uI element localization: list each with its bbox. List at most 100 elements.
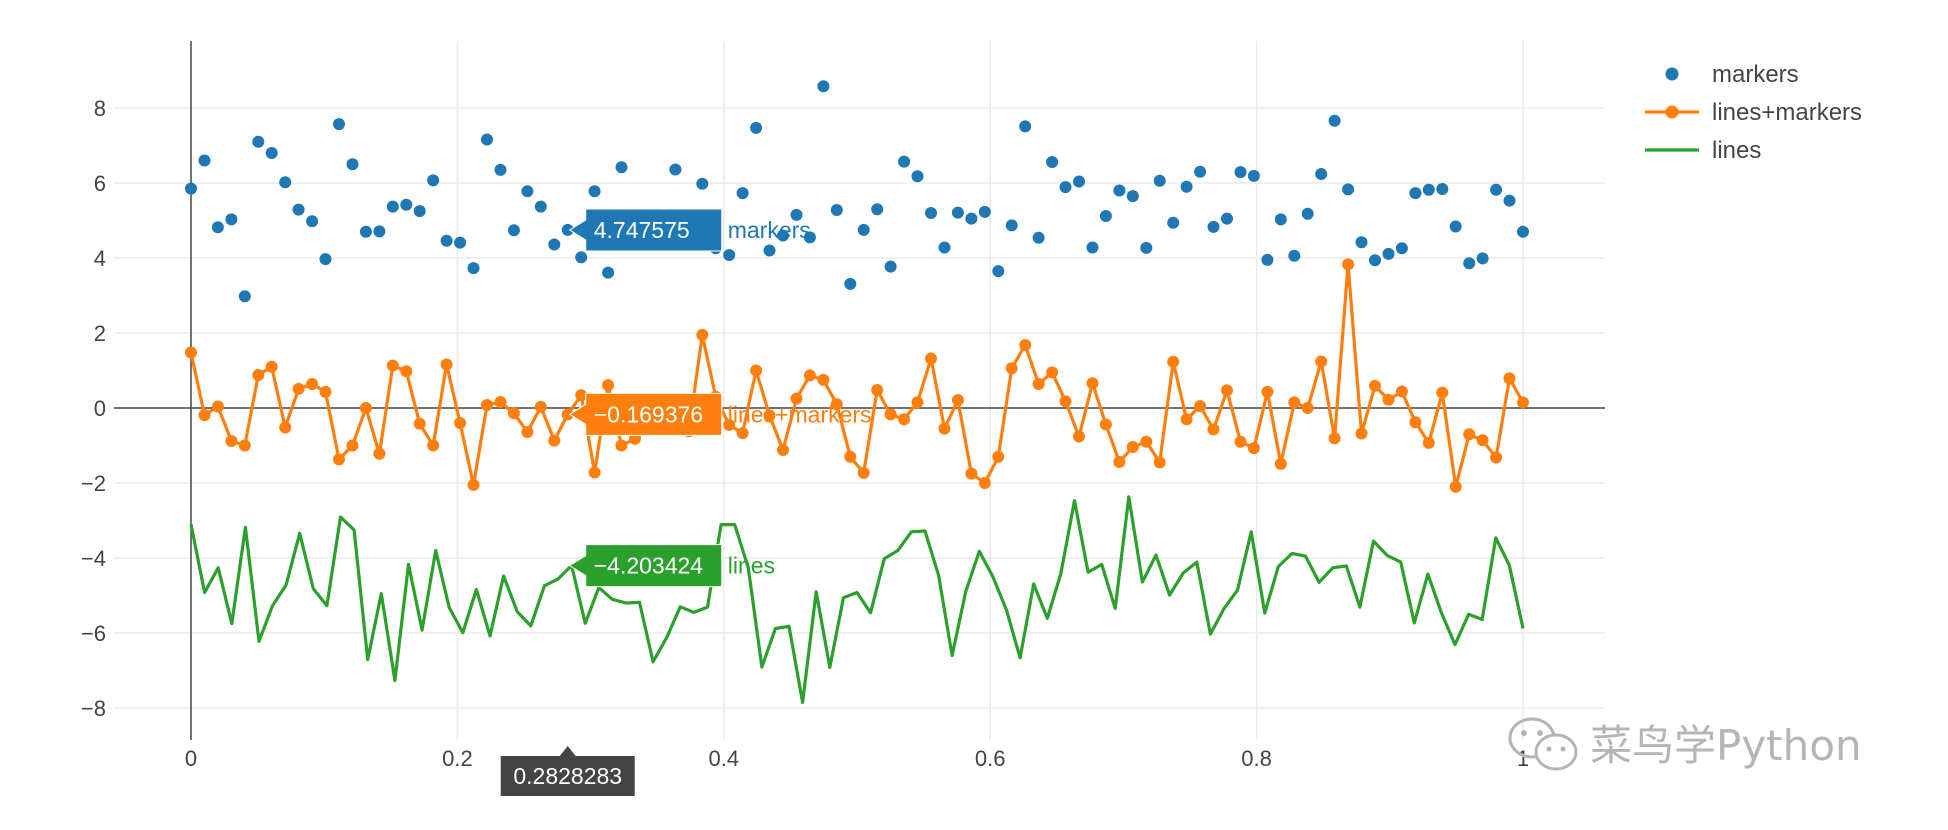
data-point[interactable]	[1032, 378, 1045, 390]
data-point[interactable]	[1247, 169, 1260, 182]
data-point[interactable]	[185, 346, 197, 359]
data-point[interactable]	[763, 409, 776, 422]
data-point[interactable]	[575, 251, 588, 264]
data-point[interactable]	[602, 379, 615, 392]
data-point[interactable]	[790, 392, 803, 405]
legend-item-markers[interactable]: markers	[1665, 61, 1799, 88]
data-point[interactable]	[992, 265, 1005, 278]
data-point[interactable]	[575, 389, 588, 402]
data-point[interactable]	[978, 205, 991, 218]
data-point[interactable]	[1113, 456, 1126, 468]
data-point[interactable]	[750, 364, 763, 377]
data-point[interactable]	[1261, 385, 1274, 398]
data-point[interactable]	[884, 408, 897, 421]
data-point[interactable]	[1301, 402, 1314, 414]
data-point[interactable]	[1369, 379, 1381, 392]
data-point[interactable]	[871, 203, 884, 216]
data-point[interactable]	[265, 360, 278, 373]
data-point[interactable]	[440, 358, 453, 371]
data-point[interactable]	[1194, 400, 1207, 413]
data-point[interactable]	[898, 155, 911, 168]
data-point[interactable]	[1288, 396, 1301, 409]
data-point[interactable]	[736, 427, 749, 440]
data-point[interactable]	[992, 450, 1005, 463]
data-point[interactable]	[1517, 396, 1529, 409]
data-point[interactable]	[723, 249, 736, 261]
data-point[interactable]	[1113, 184, 1126, 197]
data-point[interactable]	[359, 402, 372, 414]
data-point[interactable]	[1382, 393, 1395, 406]
data-point[interactable]	[561, 408, 574, 421]
data-point[interactable]	[1301, 207, 1314, 220]
data-point[interactable]	[965, 212, 978, 225]
data-point[interactable]	[723, 418, 736, 431]
data-point[interactable]	[777, 444, 789, 456]
data-point[interactable]	[427, 439, 440, 452]
data-point[interactable]	[319, 253, 332, 266]
data-point[interactable]	[454, 417, 467, 429]
data-point[interactable]	[198, 409, 211, 422]
data-point[interactable]	[1046, 366, 1059, 379]
data-point[interactable]	[1261, 253, 1274, 266]
data-point[interactable]	[1503, 194, 1516, 207]
data-point[interactable]	[1234, 166, 1247, 179]
data-point[interactable]	[1247, 442, 1260, 455]
legend[interactable]: markers lines+markers lines	[1645, 61, 1862, 164]
data-point[interactable]	[1126, 190, 1139, 203]
data-point[interactable]	[736, 187, 749, 200]
data-point[interactable]	[1395, 385, 1408, 398]
data-point[interactable]	[521, 426, 534, 438]
data-point[interactable]	[1180, 180, 1193, 193]
data-point[interactable]	[763, 244, 776, 257]
data-point[interactable]	[857, 223, 870, 236]
data-point[interactable]	[790, 208, 803, 221]
data-point[interactable]	[1005, 219, 1018, 232]
data-point[interactable]	[467, 478, 480, 491]
data-point[interactable]	[803, 231, 816, 244]
data-point[interactable]	[1126, 441, 1139, 453]
data-point[interactable]	[1073, 175, 1085, 188]
data-point[interactable]	[817, 80, 830, 93]
data-point[interactable]	[938, 241, 951, 254]
data-point[interactable]	[884, 260, 897, 273]
data-point[interactable]	[211, 400, 224, 413]
data-point[interactable]	[1436, 183, 1449, 195]
data-point[interactable]	[198, 154, 211, 167]
data-point[interactable]	[1019, 120, 1032, 133]
data-point[interactable]	[1221, 212, 1233, 225]
data-point[interactable]	[1449, 220, 1462, 233]
data-point[interactable]	[1328, 114, 1341, 127]
data-point[interactable]	[1059, 395, 1072, 408]
data-point[interactable]	[386, 359, 399, 372]
data-point[interactable]	[238, 439, 251, 452]
data-point[interactable]	[830, 204, 843, 216]
data-point[interactable]	[225, 213, 238, 226]
data-point[interactable]	[481, 133, 493, 146]
data-point[interactable]	[494, 396, 507, 408]
data-point[interactable]	[817, 373, 830, 386]
data-point[interactable]	[1315, 355, 1328, 368]
data-point[interactable]	[1274, 457, 1287, 470]
data-point[interactable]	[548, 238, 561, 251]
data-point[interactable]	[857, 466, 870, 479]
data-point[interactable]	[1019, 339, 1032, 351]
data-point[interactable]	[978, 477, 991, 489]
data-point[interactable]	[777, 229, 789, 242]
data-point[interactable]	[561, 223, 574, 236]
data-point[interactable]	[1086, 241, 1099, 254]
data-point[interactable]	[750, 121, 763, 134]
data-point[interactable]	[225, 435, 238, 447]
data-point[interactable]	[1355, 427, 1368, 440]
data-point[interactable]	[925, 352, 937, 365]
data-point[interactable]	[400, 198, 413, 211]
data-point[interactable]	[1409, 187, 1422, 200]
data-point[interactable]	[911, 170, 924, 183]
data-point[interactable]	[696, 328, 709, 341]
data-point[interactable]	[1073, 430, 1085, 443]
data-point[interactable]	[1046, 156, 1059, 168]
data-point[interactable]	[534, 200, 547, 213]
data-point[interactable]	[1422, 436, 1435, 449]
data-point[interactable]	[1342, 183, 1355, 196]
data-point[interactable]	[1099, 418, 1112, 431]
